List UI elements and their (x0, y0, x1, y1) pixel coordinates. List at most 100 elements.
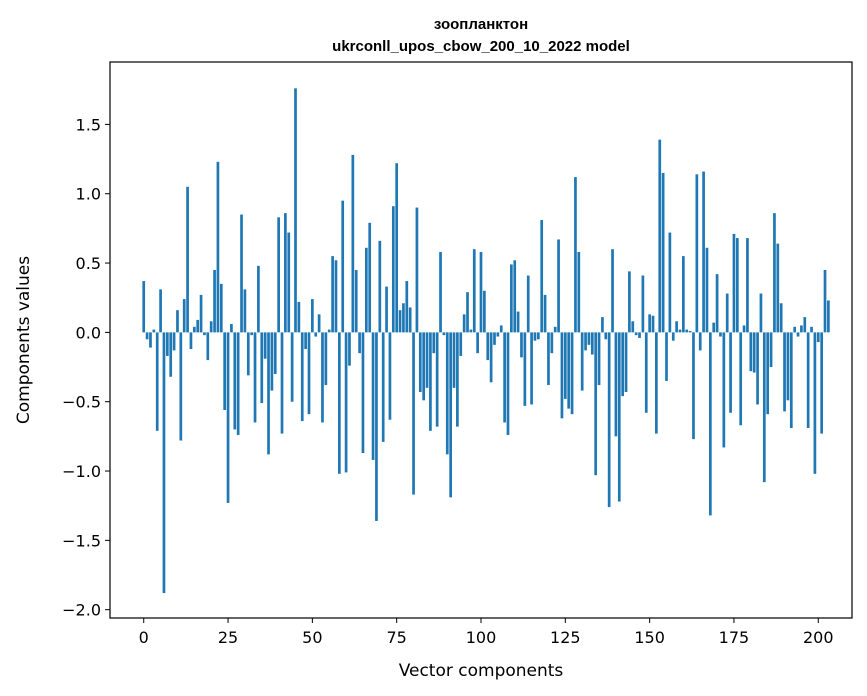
bar-165 (698, 332, 702, 351)
bar-30 (243, 289, 247, 333)
bar-111 (516, 311, 520, 333)
bar-194 (796, 332, 800, 337)
bar-178 (742, 325, 746, 333)
y-tick-label: 0.0 (76, 323, 101, 342)
bar-195 (800, 325, 803, 333)
bar-44 (290, 332, 294, 402)
bar-79 (408, 307, 412, 333)
bar-201 (820, 332, 823, 434)
bar-82 (418, 332, 422, 392)
bar-3 (152, 329, 156, 333)
bar-20 (209, 321, 213, 333)
x-tick-label: 25 (218, 628, 238, 647)
bar-49 (307, 332, 311, 415)
bar-161 (685, 329, 689, 333)
bar-123 (557, 239, 560, 333)
bar-199 (813, 332, 817, 474)
bar-26 (230, 324, 233, 333)
bar-182 (756, 332, 759, 405)
bar-41 (280, 332, 284, 434)
bar-173 (725, 293, 729, 333)
bar-136 (601, 317, 604, 333)
bar-16 (196, 319, 200, 333)
bar-102 (486, 332, 490, 361)
chart-title-line1: зоопланктон (434, 16, 528, 33)
bar-184 (762, 332, 766, 483)
bar-series (142, 88, 830, 594)
bar-160 (682, 256, 685, 333)
x-axis-ticks: 0 25 50 75 100 125 150 175 200 (139, 618, 834, 647)
bar-18 (203, 332, 206, 336)
bar-105 (496, 332, 500, 337)
x-tick-label: 0 (139, 628, 149, 647)
bar-21 (213, 269, 216, 333)
bar-93 (456, 332, 459, 427)
bar-37 (267, 332, 270, 455)
bar-46 (297, 301, 301, 333)
y-tick-label: −1.0 (62, 462, 101, 481)
bar-27 (233, 332, 237, 430)
bar-86 (432, 332, 436, 354)
bar-104 (493, 332, 496, 345)
bar-91 (449, 332, 452, 498)
bar-74 (391, 206, 395, 333)
bar-24 (223, 332, 227, 411)
bar-33 (253, 332, 257, 423)
bar-22 (216, 161, 220, 333)
bar-13 (186, 186, 189, 333)
bar-65 (361, 332, 365, 453)
bar-141 (617, 332, 621, 502)
bar-77 (402, 303, 405, 333)
bar-36 (263, 332, 267, 359)
bar-185 (766, 332, 770, 415)
bar-177 (739, 332, 743, 426)
bar-168 (709, 332, 712, 516)
bar-162 (688, 330, 692, 333)
bar-101 (483, 290, 486, 333)
bar-119 (543, 294, 547, 333)
bar-63 (354, 269, 358, 333)
bar-97 (469, 329, 473, 333)
bar-43 (287, 232, 291, 333)
bar-186 (769, 332, 773, 368)
bar-99 (476, 332, 479, 354)
bar-14 (189, 332, 193, 350)
x-tick-label: 150 (634, 628, 665, 647)
bar-167 (705, 247, 709, 333)
bar-196 (803, 317, 807, 333)
bar-134 (594, 332, 598, 476)
bar-81 (415, 207, 419, 333)
bar-29 (240, 214, 243, 333)
bar-59 (341, 200, 345, 333)
bar-135 (597, 332, 601, 386)
bar-198 (810, 326, 813, 333)
bar-7 (165, 332, 169, 356)
bar-100 (479, 251, 483, 333)
bar-115 (530, 332, 533, 405)
bar-35 (260, 332, 264, 404)
bar-122 (553, 326, 557, 333)
bar-163 (692, 332, 695, 440)
bar-11 (179, 332, 183, 441)
bar-130 (580, 332, 584, 391)
bar-138 (607, 332, 611, 508)
bar-152 (655, 332, 658, 434)
bar-183 (759, 293, 763, 333)
bar-116 (533, 332, 537, 341)
bar-108 (506, 332, 510, 435)
bar-190 (783, 332, 786, 412)
y-axis-ticks: −2.0 −1.5 −1.0 −0.5 0.0 0.5 1.0 1.5 (62, 115, 110, 620)
bar-60 (344, 332, 348, 473)
bar-52 (317, 314, 321, 333)
bar-75 (395, 163, 399, 333)
bar-73 (388, 332, 392, 420)
bar-149 (644, 332, 648, 413)
x-tick-label: 200 (803, 628, 834, 647)
bar-131 (584, 332, 587, 351)
bar-103 (489, 332, 493, 383)
bar-61 (348, 332, 351, 366)
bar-157 (671, 332, 675, 341)
bar-174 (729, 332, 732, 413)
bar-19 (206, 332, 210, 361)
